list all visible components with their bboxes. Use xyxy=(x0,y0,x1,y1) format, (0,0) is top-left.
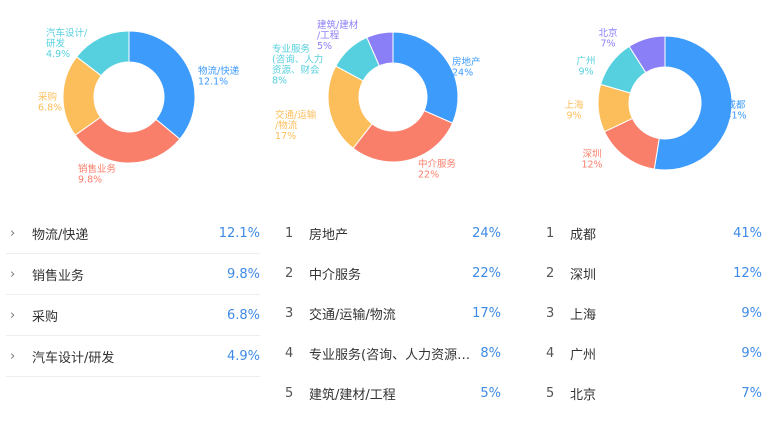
list-item-name: 采购 xyxy=(32,309,59,325)
list-item-percent: 7% xyxy=(741,385,762,401)
list-item-percent: 4.9% xyxy=(226,348,260,364)
list-item: 4 专业服务(咨询、人力资源、财会) 8% xyxy=(285,333,501,373)
rank-number: 3 xyxy=(546,305,555,321)
city-donut-chart: 成都 41% 深圳 12% 上海 9% 广州 9% 北京 7% xyxy=(530,0,775,200)
rank-number: 2 xyxy=(285,265,294,281)
list-item-name: 成都 xyxy=(570,227,597,243)
list-item-name: 房地产 xyxy=(309,227,349,243)
list-item-percent: 12.1% xyxy=(218,225,260,241)
list-item[interactable]: › 销售业务 9.8% xyxy=(6,254,260,295)
chevron-right-icon[interactable]: › xyxy=(10,225,16,241)
slice-auto-design[interactable] xyxy=(75,30,130,77)
list-item: 5 北京 7% xyxy=(546,373,762,413)
list-item-name: 汽车设计/研发 xyxy=(32,350,115,366)
slice-chengdu[interactable] xyxy=(653,35,733,171)
list-item-name: 上海 xyxy=(570,307,597,323)
list-item: 3 上海 9% xyxy=(546,293,762,333)
list-item-percent: 8% xyxy=(480,345,501,361)
list-item: 2 深圳 12% xyxy=(546,253,762,293)
rank-number: 3 xyxy=(285,305,294,321)
list-item-percent: 12% xyxy=(733,265,762,281)
slice-label: 汽车设计/研发 4.9% xyxy=(46,27,88,60)
slice-label: 成都 41% xyxy=(725,99,746,122)
list-item-name: 建筑/建材/工程 xyxy=(309,387,396,403)
rank-number: 2 xyxy=(546,265,555,281)
slice-label: 建筑/建材/工程 5% xyxy=(317,19,359,52)
list-item-name: 深圳 xyxy=(570,267,597,283)
list-item-percent: 5% xyxy=(480,385,501,401)
list-item-percent: 22% xyxy=(472,265,501,281)
list-item[interactable]: › 物流/快递 12.1% xyxy=(6,213,260,254)
slice-label: 深圳 12% xyxy=(581,149,602,171)
slice-label: 北京 7% xyxy=(598,27,617,50)
list-item[interactable]: › 汽车设计/研发 4.9% xyxy=(6,336,260,377)
industry-list: › 物流/快递 12.1% › 销售业务 9.8% › 采购 6.8% › 汽车… xyxy=(6,213,260,377)
slice-label: 上海 9% xyxy=(564,99,584,122)
list-item-name: 物流/快递 xyxy=(32,227,89,243)
slice-construction[interactable] xyxy=(366,31,394,67)
list-item-percent: 9% xyxy=(741,345,762,361)
list-item: 5 建筑/建材/工程 5% xyxy=(285,373,501,413)
list-item: 3 交通/运输/物流 17% xyxy=(285,293,501,333)
slice-logistics[interactable] xyxy=(128,30,196,140)
chevron-right-icon[interactable]: › xyxy=(10,348,16,364)
slice-label: 广州 9% xyxy=(576,55,595,78)
list-item[interactable]: › 采购 6.8% xyxy=(6,295,260,336)
slice-label: 中介服务 22% xyxy=(418,158,457,181)
list-item-percent: 24% xyxy=(472,225,501,241)
rank-number: 5 xyxy=(546,385,555,401)
list-item-percent: 17% xyxy=(472,305,501,321)
list-item-name: 交通/运输/物流 xyxy=(309,307,396,323)
rank-number: 1 xyxy=(285,225,294,241)
list-item-name: 销售业务 xyxy=(32,268,85,284)
list-item: 2 中介服务 22% xyxy=(285,253,501,293)
slice-label: 物流/快递 12.1% xyxy=(198,65,240,88)
donut-svg: 物流/快递 12.1% 销售业务 9.8% 采购 6.8% 汽车设计/研发 4.9% xyxy=(38,27,240,186)
slice-label: 房地产 24% xyxy=(452,56,481,79)
chevron-right-icon[interactable]: › xyxy=(10,307,16,323)
list-item-percent: 6.8% xyxy=(226,307,260,323)
list-item: 1 房地产 24% xyxy=(285,213,501,253)
list-item: 1 成都 41% xyxy=(546,213,762,253)
slice-label: 采购 6.8% xyxy=(38,91,62,114)
list-item-percent: 41% xyxy=(733,225,762,241)
slice-real-estate[interactable] xyxy=(392,31,459,124)
slice-intermediary[interactable] xyxy=(352,109,454,163)
rank-number: 1 xyxy=(546,225,555,241)
list-item: 4 广州 9% xyxy=(546,333,762,373)
chevron-right-icon[interactable]: › xyxy=(10,266,16,282)
list-item-percent: 9% xyxy=(741,305,762,321)
list-item-name: 广州 xyxy=(570,347,597,363)
slice-label: 销售业务 9.8% xyxy=(78,163,117,186)
sector-donut-chart: 房地产 24% 中介服务 22% 交通/运输/物流 17% 专业服务(咨询、人力资源、财会 8… xyxy=(268,0,518,200)
list-item-name: 北京 xyxy=(570,387,597,403)
rank-number: 4 xyxy=(546,345,555,361)
list-item-percent: 9.8% xyxy=(226,266,260,282)
slice-label: 交通/运输/物流 17% xyxy=(275,109,317,142)
donut-svg: 成都 41% 深圳 12% 上海 9% 广州 9%北京 7% xyxy=(564,27,746,171)
city-ranking-list: 1 成都 41% 2 深圳 12% 3 上海 9% 4 广州 9% 5 北京 7… xyxy=(546,213,762,413)
donut-svg: 房地产 24% 中介服务 22% 交通/运输/物流 17% 专业服务(咨询、人力资源、财会 8… xyxy=(272,19,481,181)
rank-number: 5 xyxy=(285,385,294,401)
industry-donut-chart: 物流/快递 12.1% 销售业务 9.8% 采购 6.8% 汽车设计/研发 4.9% xyxy=(0,0,260,200)
list-item-name: 专业服务(咨询、人力资源、财会) xyxy=(309,347,480,363)
sector-ranking-list: 1 房地产 24% 2 中介服务 22% 3 交通/运输/物流 17% 4 专业… xyxy=(285,213,501,413)
slice-beijing[interactable] xyxy=(628,35,666,74)
rank-number: 4 xyxy=(285,345,294,361)
slice-label: 专业服务(咨询、人力资源、财会 8% xyxy=(272,43,323,87)
list-item-name: 中介服务 xyxy=(309,267,362,283)
